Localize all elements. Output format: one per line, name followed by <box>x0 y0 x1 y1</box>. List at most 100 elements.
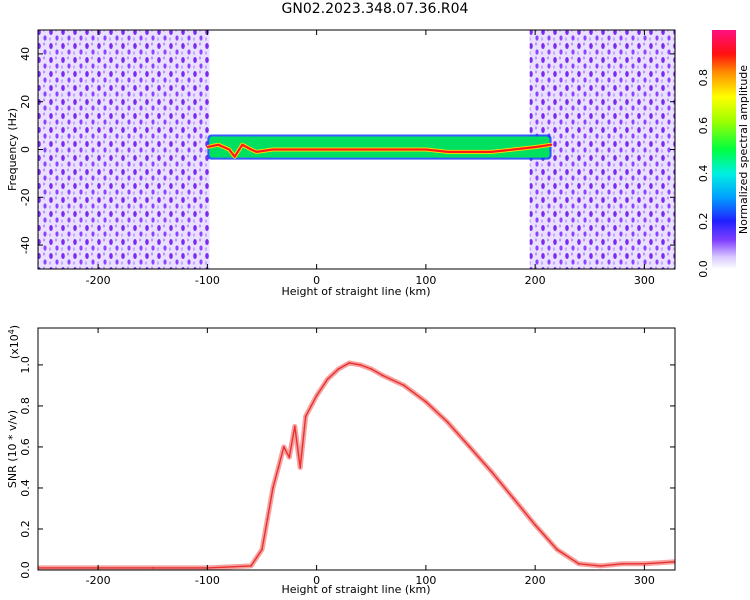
snr-point <box>288 456 291 459</box>
y-tick-label: 0.8 <box>19 397 32 415</box>
snr-point <box>326 378 329 381</box>
spectrogram-ridge-point <box>446 151 449 153</box>
snr-point <box>534 523 537 526</box>
colorbar-label: Normalized spectral amplitude <box>737 65 750 234</box>
x-tick-label: 300 <box>634 574 655 587</box>
snr-point <box>403 384 405 387</box>
y-tick-label: 0.4 <box>19 479 32 497</box>
colorbar-tick-label: 0.8 <box>697 69 710 87</box>
snr-point <box>250 564 252 567</box>
snr-point <box>359 364 362 366</box>
spectrogram-ridge-point <box>370 148 373 151</box>
x-axis-label: Height of straight line (km) <box>281 285 430 298</box>
snr-point <box>315 394 318 397</box>
y-tick-label: 0.6 <box>19 438 32 456</box>
figure-title: GN02.2023.348.07.36.R04 <box>281 1 469 17</box>
y-tick-label: 40 <box>19 47 32 61</box>
snr-point <box>370 368 373 370</box>
x-tick-label: 200 <box>525 274 546 287</box>
snr-point <box>277 466 280 469</box>
x-tick-label: 300 <box>634 274 655 287</box>
spectrogram-ridge-point <box>272 148 274 151</box>
snr-point <box>599 564 602 567</box>
spectrogram-ridge-point <box>534 146 536 148</box>
x-tick-label: -200 <box>86 274 111 287</box>
snr-point <box>266 517 269 520</box>
y-tick-label: 0.2 <box>19 520 32 538</box>
x-axis-label: Height of straight line (km) <box>281 583 430 596</box>
y-scale-factor-text: (x104) <box>7 325 21 359</box>
snr-point <box>261 548 263 551</box>
x-tick-label: 0 <box>313 274 320 287</box>
spectrogram-area <box>38 30 675 269</box>
snr-point <box>577 562 580 565</box>
snr-point <box>304 415 307 418</box>
snr-point <box>272 487 274 489</box>
spectrogram-ridge-point <box>206 146 209 148</box>
spectrogram-ridge-point <box>468 151 471 153</box>
spectrogram-ridge-point <box>425 148 427 151</box>
spectrogram-ridge-point <box>512 148 515 151</box>
colorbar-gradient <box>712 30 736 269</box>
y-tick-label: 1.0 <box>19 356 32 374</box>
y-tick-label: 0 <box>19 146 32 153</box>
snr-point <box>424 400 427 403</box>
snr-point <box>151 567 154 569</box>
snr-point <box>512 497 515 500</box>
x-tick-label: 100 <box>415 274 436 287</box>
snr-point <box>468 446 471 448</box>
snr-point <box>337 368 340 370</box>
snr-point <box>446 421 449 424</box>
spectrogram-region-0 <box>38 30 210 269</box>
spectrogram-ridge-point <box>490 151 493 153</box>
spectrogram-ridge-point <box>315 148 318 151</box>
snr-line <box>38 362 675 569</box>
y-scale-base: (x10 <box>8 334 21 359</box>
y-scale-exponent: 4 <box>7 329 16 334</box>
snr-point <box>299 466 302 469</box>
y-axis-label: SNR (10 * v/v) <box>6 410 19 488</box>
snr-panel: -200 -100 0 100 200 300 0.0 0.2 0.4 0.6 0.8 1.0 Heig… <box>6 325 676 596</box>
x-tick-label: -100 <box>195 274 220 287</box>
y-scale-factor: (x104) <box>7 325 21 359</box>
snr-point <box>381 374 384 377</box>
snr-point <box>556 548 558 551</box>
spectrogram-ridge-point <box>255 151 258 153</box>
snr-point <box>310 405 313 407</box>
y-tick-label: 20 <box>19 95 32 109</box>
colorbar-tick-label: 0.6 <box>697 117 710 135</box>
snr-point <box>348 361 351 364</box>
snr-area <box>38 360 675 570</box>
x-tick-label: -200 <box>86 574 111 587</box>
colorbar-tick-label: 0.4 <box>697 165 710 183</box>
spectrogram-ridge-point <box>241 143 244 146</box>
colorbar-tick-label: 0.2 <box>697 212 710 230</box>
snr-point <box>282 446 285 448</box>
x-tick-label: -100 <box>195 574 220 587</box>
snr-line-band <box>38 360 675 570</box>
y-axis-label: Frequency (Hz) <box>6 108 19 191</box>
snr-point <box>293 425 296 428</box>
y-scale-close: ) <box>8 325 21 329</box>
x-tick-label: 200 <box>525 574 546 587</box>
spectrogram-ridge-point <box>550 143 553 146</box>
plot-frame-bottom <box>37 327 676 571</box>
spectrogram-ridge-point <box>233 155 236 158</box>
colorbar-tick-label: 0.0 <box>697 260 710 278</box>
snr-point <box>490 470 493 473</box>
x-tick-label: 100 <box>415 574 436 587</box>
y-tick-label: -20 <box>19 188 32 206</box>
snr-point <box>621 562 624 565</box>
spectrogram-ridge-point <box>217 143 220 146</box>
y-tick-label: 0.0 <box>19 561 32 579</box>
spectrogram-region-1 <box>529 30 675 269</box>
snr-point <box>643 562 646 565</box>
spectrogram-band-mid <box>209 136 550 158</box>
spectrogram-ridge-point <box>250 148 252 151</box>
colorbar: 0.0 0.2 0.4 0.6 0.8 Normalized spectral ampli… <box>697 30 750 278</box>
x-tick-label: 0 <box>313 574 320 587</box>
y-tick-label: -40 <box>19 236 32 254</box>
